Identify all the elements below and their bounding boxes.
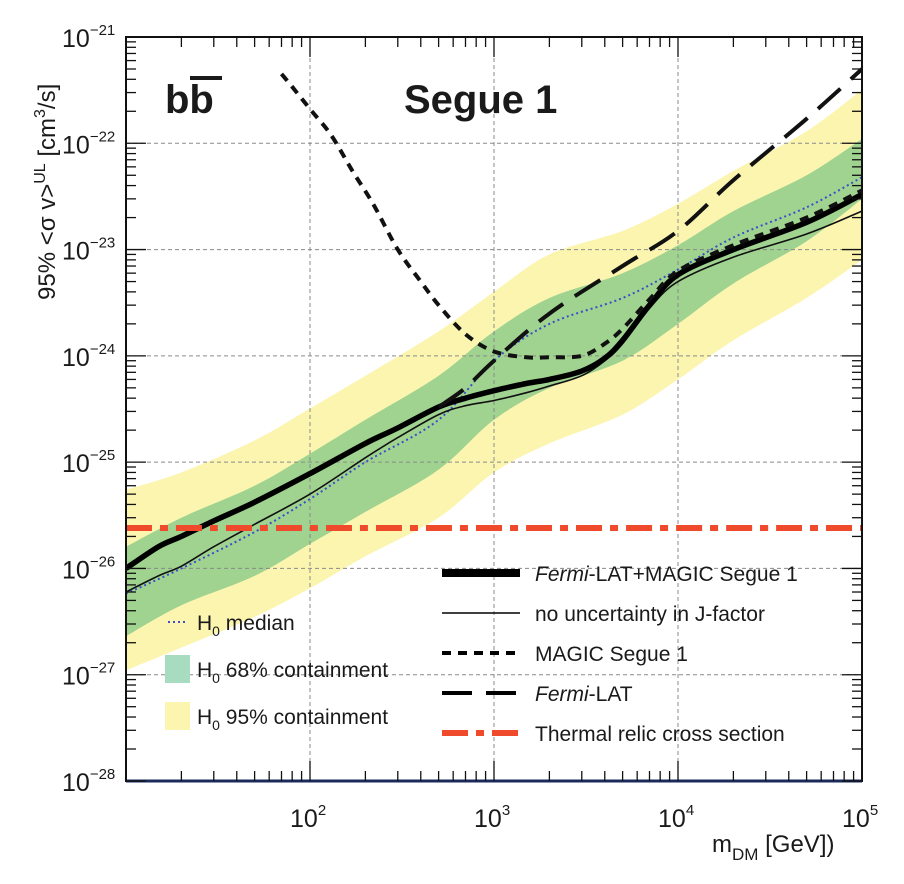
x-tick-label: 103 (474, 802, 510, 833)
x-axis-title: mDM [GeV]) (712, 831, 834, 864)
channel-label: bb (165, 78, 214, 122)
x-tick-label: 105 (842, 802, 878, 833)
y-tick-label: 10−26 (62, 553, 115, 584)
legend-label-68-containment: H0 68% containment (197, 659, 388, 686)
x-tick-label: 102 (290, 802, 326, 833)
legend-right: Fermi-LAT+MAGIC Segue 1 no uncertainty in… (442, 563, 798, 746)
y-tick-label: 10−23 (62, 235, 115, 266)
series-magic-segue-1 (279, 72, 862, 360)
legend-label-median: H0 median (197, 612, 295, 639)
legend-label-fermi-lat-magic-segue-1: Fermi-LAT+MAGIC Segue 1 (535, 563, 798, 586)
target-label: Segue 1 (404, 78, 557, 122)
grid (126, 37, 862, 781)
y-tick-label: 10−25 (62, 447, 115, 478)
legend-label-thermal-relic-cross-section: Thermal relic cross section (535, 723, 785, 746)
y-tick-label: 10−27 (62, 660, 115, 691)
legend-swatch-box95 (165, 702, 190, 730)
legend-label-magic-segue-1: MAGIC Segue 1 (535, 643, 688, 666)
y-tick-label: 10−28 (62, 766, 115, 797)
x-tick-label: 104 (658, 802, 694, 833)
y-tick-label: 10−21 (62, 22, 115, 53)
tick-labels: 102 103 104 105 10−28 10−27 10−26 10−25 10−24 10−… (62, 22, 878, 833)
legend-label-no-uncertainty-in-j-factor: no uncertainty in J-factor (535, 603, 765, 626)
y-axis-title: 95% <σ v>UL [cm3/s] (32, 84, 61, 300)
y-tick-label: 10−24 (62, 341, 115, 372)
legend-label-95-containment: H0 95% containment (197, 706, 388, 733)
axis-ticks (125, 36, 863, 782)
y-tick-label: 10−22 (62, 128, 115, 159)
legend-label-fermi-lat: Fermi-LAT (535, 683, 633, 706)
series-no-uncertainty-in-j-factor (126, 210, 862, 593)
legend-swatch-box68 (165, 655, 190, 683)
series-fermi-lat (437, 67, 862, 409)
series-fermi-lat-magic-segue-1 (126, 192, 862, 571)
series-lines (126, 67, 862, 595)
legend-left: H0 median H0 68% containment H0 95% contai… (165, 612, 388, 733)
